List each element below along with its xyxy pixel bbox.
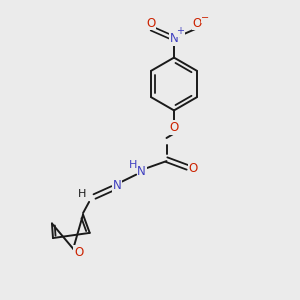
Text: +: + xyxy=(176,26,184,37)
Text: H: H xyxy=(78,189,87,199)
Text: O: O xyxy=(74,246,83,259)
Text: N: N xyxy=(169,32,178,45)
Text: −: − xyxy=(201,13,210,23)
Text: O: O xyxy=(188,161,197,175)
Text: O: O xyxy=(146,16,155,30)
Text: O: O xyxy=(169,121,178,134)
Text: O: O xyxy=(193,16,202,30)
Text: N: N xyxy=(112,179,122,192)
Text: H: H xyxy=(129,160,137,170)
Text: N: N xyxy=(137,165,146,178)
